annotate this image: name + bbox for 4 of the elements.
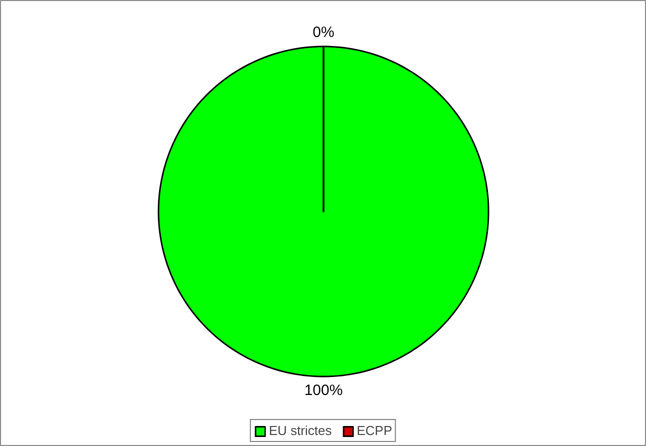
data-label: 100% <box>304 382 343 399</box>
legend-label: EU strictes <box>268 423 332 438</box>
legend-label: ECPP <box>356 423 392 438</box>
text: 0% <box>312 24 334 41</box>
